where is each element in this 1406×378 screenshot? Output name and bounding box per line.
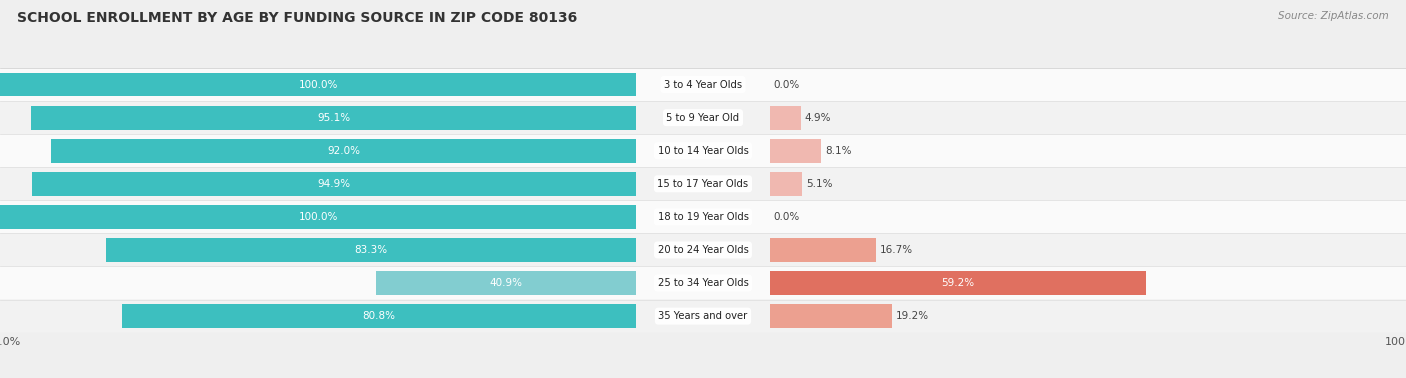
Bar <box>0 73 637 96</box>
FancyBboxPatch shape <box>0 68 1406 101</box>
FancyBboxPatch shape <box>0 101 1406 134</box>
Text: 83.3%: 83.3% <box>354 245 388 255</box>
Text: 40.9%: 40.9% <box>489 278 523 288</box>
Text: 16.7%: 16.7% <box>880 245 912 255</box>
Bar <box>770 139 821 163</box>
FancyBboxPatch shape <box>0 234 1406 266</box>
Bar <box>51 139 637 163</box>
Text: 18 to 19 Year Olds: 18 to 19 Year Olds <box>658 212 748 222</box>
Bar <box>770 271 1146 295</box>
Bar <box>32 172 637 196</box>
Text: 35 Years and over: 35 Years and over <box>658 311 748 321</box>
Bar <box>122 304 637 328</box>
Bar <box>770 304 891 328</box>
FancyBboxPatch shape <box>0 299 1406 333</box>
Bar <box>0 205 637 229</box>
Text: 100.0%: 100.0% <box>298 80 337 90</box>
Text: 92.0%: 92.0% <box>328 146 360 156</box>
Text: 95.1%: 95.1% <box>318 113 350 122</box>
FancyBboxPatch shape <box>0 200 1406 234</box>
Text: 20 to 24 Year Olds: 20 to 24 Year Olds <box>658 245 748 255</box>
Text: 5 to 9 Year Old: 5 to 9 Year Old <box>666 113 740 122</box>
Text: 25 to 34 Year Olds: 25 to 34 Year Olds <box>658 278 748 288</box>
Bar <box>770 106 801 130</box>
Bar <box>31 106 637 130</box>
Text: Source: ZipAtlas.com: Source: ZipAtlas.com <box>1278 11 1389 21</box>
Text: 94.9%: 94.9% <box>318 179 352 189</box>
Text: 19.2%: 19.2% <box>896 311 928 321</box>
Text: 5.1%: 5.1% <box>806 179 832 189</box>
Text: 10 to 14 Year Olds: 10 to 14 Year Olds <box>658 146 748 156</box>
Text: 8.1%: 8.1% <box>825 146 852 156</box>
Text: 0.0%: 0.0% <box>773 212 800 222</box>
Text: 3 to 4 Year Olds: 3 to 4 Year Olds <box>664 80 742 90</box>
Bar <box>770 238 876 262</box>
Text: 59.2%: 59.2% <box>942 278 974 288</box>
Text: 100.0%: 100.0% <box>298 212 337 222</box>
FancyBboxPatch shape <box>0 167 1406 200</box>
Text: 15 to 17 Year Olds: 15 to 17 Year Olds <box>658 179 748 189</box>
Bar <box>375 271 637 295</box>
Text: SCHOOL ENROLLMENT BY AGE BY FUNDING SOURCE IN ZIP CODE 80136: SCHOOL ENROLLMENT BY AGE BY FUNDING SOUR… <box>17 11 576 25</box>
Text: 4.9%: 4.9% <box>804 113 831 122</box>
Bar <box>107 238 637 262</box>
FancyBboxPatch shape <box>0 134 1406 167</box>
Text: 80.8%: 80.8% <box>363 311 395 321</box>
Bar <box>770 172 803 196</box>
FancyBboxPatch shape <box>0 266 1406 299</box>
Text: 0.0%: 0.0% <box>773 80 800 90</box>
